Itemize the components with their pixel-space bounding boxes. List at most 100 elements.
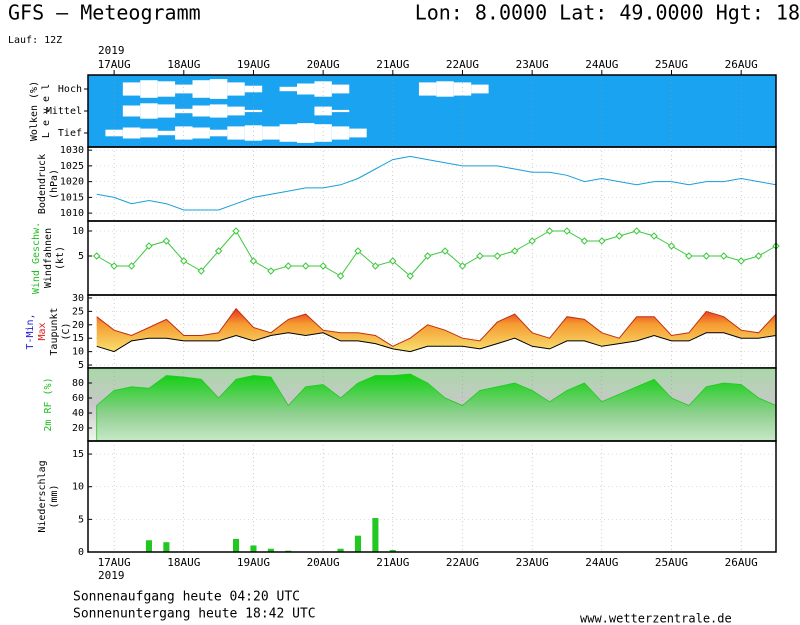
marker: [563, 227, 571, 235]
panel: Wolken (%) L e v e l Hoch Mittel Tief: [29, 74, 777, 148]
x-tick-label: 20AUG: [307, 556, 340, 569]
cloud-cover: [157, 104, 176, 118]
marker: [650, 232, 658, 240]
axis-label: L e v e l: [41, 84, 52, 138]
marker: [232, 227, 240, 235]
cloud-cover: [471, 84, 489, 94]
x-tick-label: 25AUG: [655, 58, 688, 71]
y-tick-label: 20: [72, 423, 84, 434]
panel-frame: [87, 440, 777, 553]
x-tick-label: 21AUG: [376, 58, 409, 71]
marker: [580, 237, 589, 245]
marker: [598, 237, 606, 245]
title: GFS – Meteogramm: [8, 1, 201, 25]
axis-label: Max: [37, 322, 48, 340]
bar: [145, 540, 153, 552]
x-tick-label: 26AUG: [725, 58, 758, 71]
y-tick-label: 5: [78, 251, 84, 262]
marker: [197, 267, 205, 275]
y-tick-label: 1020: [60, 177, 84, 188]
year: 2019: [98, 569, 125, 582]
cloud-cover: [227, 126, 245, 140]
axis-label: Niederschlag: [37, 460, 48, 532]
cloud-cover: [314, 124, 332, 142]
marker: [737, 257, 745, 265]
cloud-cover: [122, 105, 141, 117]
axis-label: (hPa): [49, 169, 60, 199]
bar: [250, 545, 257, 552]
area: [96, 373, 777, 442]
cloud-cover: [331, 84, 350, 94]
marker: [458, 262, 467, 270]
y-tick-label: 5: [78, 360, 84, 371]
x-tick-label: 24AUG: [585, 58, 618, 71]
axis-label: Windfahnen: [43, 228, 54, 288]
location: Lon: 8.0000 Lat: 49.0000 Hgt: 18: [415, 1, 800, 25]
cloud-cover: [122, 82, 141, 96]
line: [96, 307, 777, 347]
bar: [163, 542, 170, 552]
cloud-cover: [262, 126, 280, 140]
marker: [406, 272, 414, 280]
cloud-cover: [192, 127, 210, 139]
band-fill: [96, 308, 776, 352]
axis-label: (kt): [55, 246, 66, 270]
marker: [493, 252, 502, 260]
cloud-cover: [122, 127, 141, 139]
x-tick-label: 21AUG: [376, 556, 409, 569]
cloud-cover: [227, 106, 245, 116]
panel: Wind Geschw. Windfahnen (kt) 5 10: [31, 220, 780, 296]
sunrise: Sonnenaufgang heute 04:20 UTC: [73, 590, 300, 605]
x-tick-label: 23AUG: [516, 58, 549, 71]
cloud-cover: [192, 105, 210, 117]
marker: [389, 257, 397, 265]
marker: [354, 247, 362, 255]
cloud-cover: [349, 128, 367, 138]
marker: [476, 252, 484, 260]
cloud-cover: [279, 86, 298, 92]
cloud-cover: [157, 130, 176, 136]
x-tick-label: 18AUG: [167, 556, 200, 569]
x-tick-label: 22AUG: [446, 556, 479, 569]
y-tick-label: 1010: [60, 208, 84, 219]
y-tick-label: 15: [72, 333, 84, 344]
level-label: Mittel: [46, 106, 82, 117]
y-tick-label: 60: [72, 393, 84, 404]
marker: [667, 242, 676, 250]
y-tick-label: 80: [72, 378, 84, 389]
axis-label: Wind Geschw.: [31, 222, 42, 294]
x-tick-label: 23AUG: [516, 556, 549, 569]
cloud-cover: [279, 124, 298, 142]
cloud-cover: [192, 80, 210, 98]
bar: [267, 548, 274, 552]
cloud-cover: [297, 123, 315, 143]
marker: [249, 257, 258, 265]
cloud-cover: [140, 103, 158, 119]
panel: Bodendruck (hPa)1010 1015 1020 1025 1030: [37, 145, 777, 222]
line: [96, 230, 777, 277]
y-tick-label: 10: [72, 482, 84, 493]
cloud-cover: [436, 81, 454, 97]
cloud-cover: [331, 126, 350, 140]
marker: [528, 237, 536, 245]
x-tick-label: 26AUG: [725, 556, 758, 569]
y-tick-label: 1015: [60, 192, 84, 203]
x-tick-label: 19AUG: [237, 556, 270, 569]
axis-label: Wolken (%): [29, 81, 40, 141]
axis-label: Taupunkt: [49, 307, 60, 355]
marker: [110, 262, 118, 270]
y-tick-label: 10: [72, 347, 84, 358]
bar: [233, 538, 240, 552]
cloud-cover: [140, 128, 158, 138]
cloud-cover: [140, 80, 158, 98]
cloud-cover: [314, 81, 332, 97]
y-tick-label: 0: [78, 547, 84, 558]
bar: [337, 548, 344, 552]
cloud-cover: [453, 82, 472, 96]
year: 2019: [98, 44, 125, 57]
cloud-cover: [209, 104, 228, 118]
axis-label: (C): [61, 322, 72, 340]
marker: [267, 267, 275, 275]
y-tick-label: 40: [72, 408, 84, 419]
bar: [354, 535, 362, 552]
